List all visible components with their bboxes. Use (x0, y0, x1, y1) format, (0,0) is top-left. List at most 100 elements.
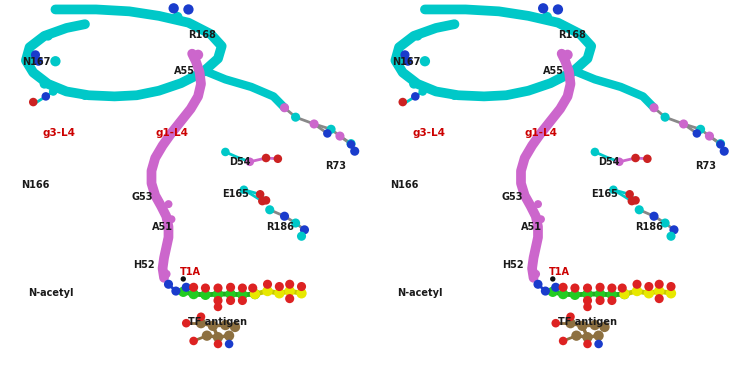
Text: E165: E165 (222, 189, 248, 199)
Point (260, 155, 272, 161)
Text: N166: N166 (21, 180, 49, 190)
Point (397, 99, 409, 105)
Point (166, 216, 177, 222)
Point (160, 271, 172, 277)
Point (212, 341, 224, 347)
Point (163, 281, 174, 287)
Point (229, 324, 241, 330)
Point (325, 126, 337, 132)
Point (539, 288, 551, 294)
Point (219, 149, 231, 155)
Point (249, 291, 261, 297)
Text: g1-L4: g1-L4 (155, 128, 188, 138)
Point (547, 289, 559, 295)
Text: TF antigen: TF antigen (558, 317, 617, 327)
Point (613, 159, 625, 165)
Point (284, 296, 296, 302)
Point (665, 233, 677, 239)
Point (589, 322, 601, 328)
Point (195, 314, 207, 320)
Point (562, 52, 573, 58)
Point (256, 198, 268, 204)
Point (200, 285, 211, 291)
Point (264, 207, 276, 213)
Text: A55: A55 (543, 66, 564, 76)
Point (262, 281, 273, 287)
Point (653, 281, 665, 287)
Point (571, 333, 582, 339)
Text: N167: N167 (392, 57, 420, 67)
Point (180, 320, 192, 326)
Point (279, 105, 290, 111)
Point (236, 285, 248, 291)
Point (321, 130, 333, 136)
Text: A51: A51 (151, 222, 172, 232)
Point (653, 296, 665, 302)
Point (537, 5, 549, 11)
Point (171, 14, 183, 20)
Point (626, 198, 638, 204)
Point (643, 290, 655, 296)
Text: TF antigen: TF antigen (188, 317, 248, 327)
Point (631, 288, 643, 294)
Point (168, 5, 180, 11)
Text: H52: H52 (133, 260, 154, 270)
Text: N-acetyl: N-acetyl (398, 288, 443, 298)
Text: R168: R168 (188, 30, 217, 40)
Point (532, 281, 544, 287)
Point (262, 288, 273, 294)
Point (599, 324, 610, 330)
Point (225, 291, 236, 297)
Point (200, 292, 211, 298)
Point (417, 88, 429, 94)
Point (594, 291, 606, 297)
Point (219, 322, 231, 328)
Text: T1A: T1A (180, 267, 200, 277)
Point (550, 284, 562, 290)
Point (659, 220, 671, 226)
Point (643, 284, 655, 290)
Text: N167: N167 (22, 57, 50, 67)
Point (38, 81, 50, 87)
Point (607, 187, 619, 193)
Point (30, 52, 41, 58)
Text: g3-L4: g3-L4 (43, 128, 76, 138)
Point (565, 320, 576, 326)
Point (349, 148, 361, 154)
Point (582, 291, 593, 297)
Text: R73: R73 (695, 161, 715, 171)
Point (345, 141, 357, 147)
Point (223, 341, 235, 347)
Point (552, 6, 564, 12)
Point (188, 284, 200, 290)
Point (718, 148, 730, 154)
Point (678, 121, 689, 127)
Point (582, 297, 593, 304)
Point (550, 320, 562, 326)
Text: D54: D54 (229, 157, 251, 167)
Point (195, 320, 207, 326)
Point (409, 93, 421, 99)
Text: G53: G53 (501, 192, 522, 201)
Text: R186: R186 (636, 222, 664, 232)
Point (565, 314, 576, 320)
Point (419, 58, 431, 64)
Point (225, 284, 236, 290)
Point (668, 227, 680, 233)
Point (40, 93, 52, 99)
Point (290, 114, 302, 120)
Point (290, 220, 302, 226)
Point (207, 323, 219, 329)
Point (630, 155, 641, 161)
Point (557, 284, 569, 290)
Point (624, 191, 636, 197)
Point (244, 159, 256, 165)
Text: E165: E165 (591, 189, 618, 199)
Text: A55: A55 (174, 66, 194, 76)
Point (345, 141, 357, 147)
Point (163, 201, 174, 207)
Point (273, 284, 285, 290)
Point (212, 334, 224, 340)
Point (296, 290, 307, 296)
Point (593, 341, 605, 347)
